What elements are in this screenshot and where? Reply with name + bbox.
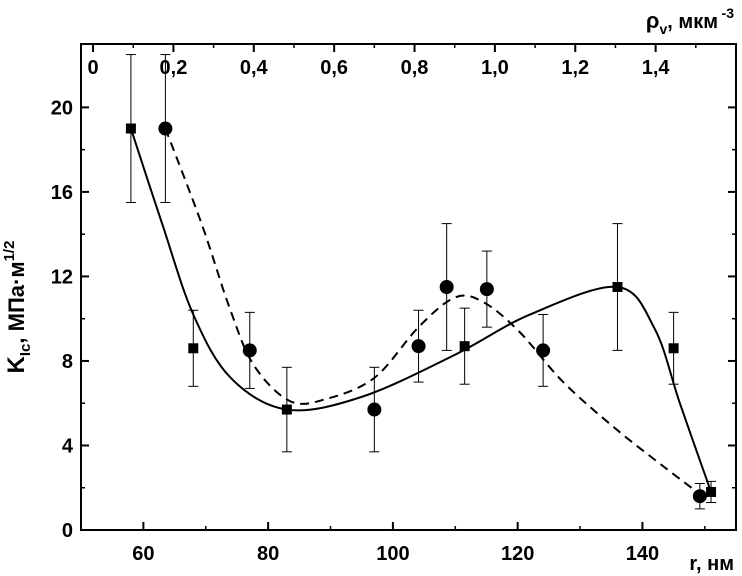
- x-tick-label: 100: [376, 543, 409, 565]
- top-tick-label: 0: [87, 57, 98, 79]
- series-1-point: [668, 343, 679, 354]
- x-tick-label: 120: [501, 543, 534, 565]
- series-2-point: [242, 343, 257, 358]
- series-2-point: [411, 339, 426, 354]
- plot-frame: [80, 43, 737, 531]
- series-2-point: [479, 282, 494, 297]
- x-tick-label: 60: [132, 543, 154, 565]
- series-1-point: [706, 486, 717, 497]
- top-tick-label: 1,4: [642, 57, 671, 79]
- y-axis-title-group: KIc, МПа·м1/2: [1, 241, 34, 374]
- top-tick-label: 0,8: [401, 57, 429, 79]
- y-axis-title: KIc, МПа·м1/2: [1, 241, 34, 374]
- series-1-point: [612, 282, 623, 292]
- top-tick-label: 0,4: [240, 57, 269, 79]
- top-axis-title: ρv, мкм: [646, 8, 718, 37]
- series-1-point: [281, 404, 292, 415]
- y-tick-label: 20: [51, 97, 73, 119]
- top-tick-label: 1,2: [561, 57, 589, 79]
- series-1-point: [459, 341, 470, 352]
- x-axis-title: r, нм: [689, 553, 734, 575]
- series-2-point: [439, 280, 454, 294]
- y-tick-label: 4: [62, 435, 74, 457]
- series-2-point: [692, 489, 707, 504]
- series-1-point: [125, 123, 136, 134]
- x-tick-label: 80: [257, 543, 279, 565]
- series-1-point: [188, 343, 199, 354]
- series-2-point: [158, 121, 173, 136]
- series-2-point: [536, 343, 551, 358]
- series-1-fit-line: [129, 128, 712, 493]
- series-2-fit-line: [164, 128, 701, 495]
- series-2-point: [367, 402, 382, 417]
- top-axis-title-sup: -3: [722, 5, 735, 21]
- top-tick-label: 0,6: [320, 57, 348, 79]
- x-tick-label: 140: [626, 543, 659, 565]
- y-tick-label: 8: [62, 351, 73, 373]
- top-tick-label: 0,2: [160, 57, 188, 79]
- y-tick-label: 0: [62, 520, 73, 542]
- top-tick-label: 1,0: [481, 57, 509, 79]
- y-tick-label: 12: [51, 266, 73, 288]
- y-tick-label: 16: [51, 182, 73, 204]
